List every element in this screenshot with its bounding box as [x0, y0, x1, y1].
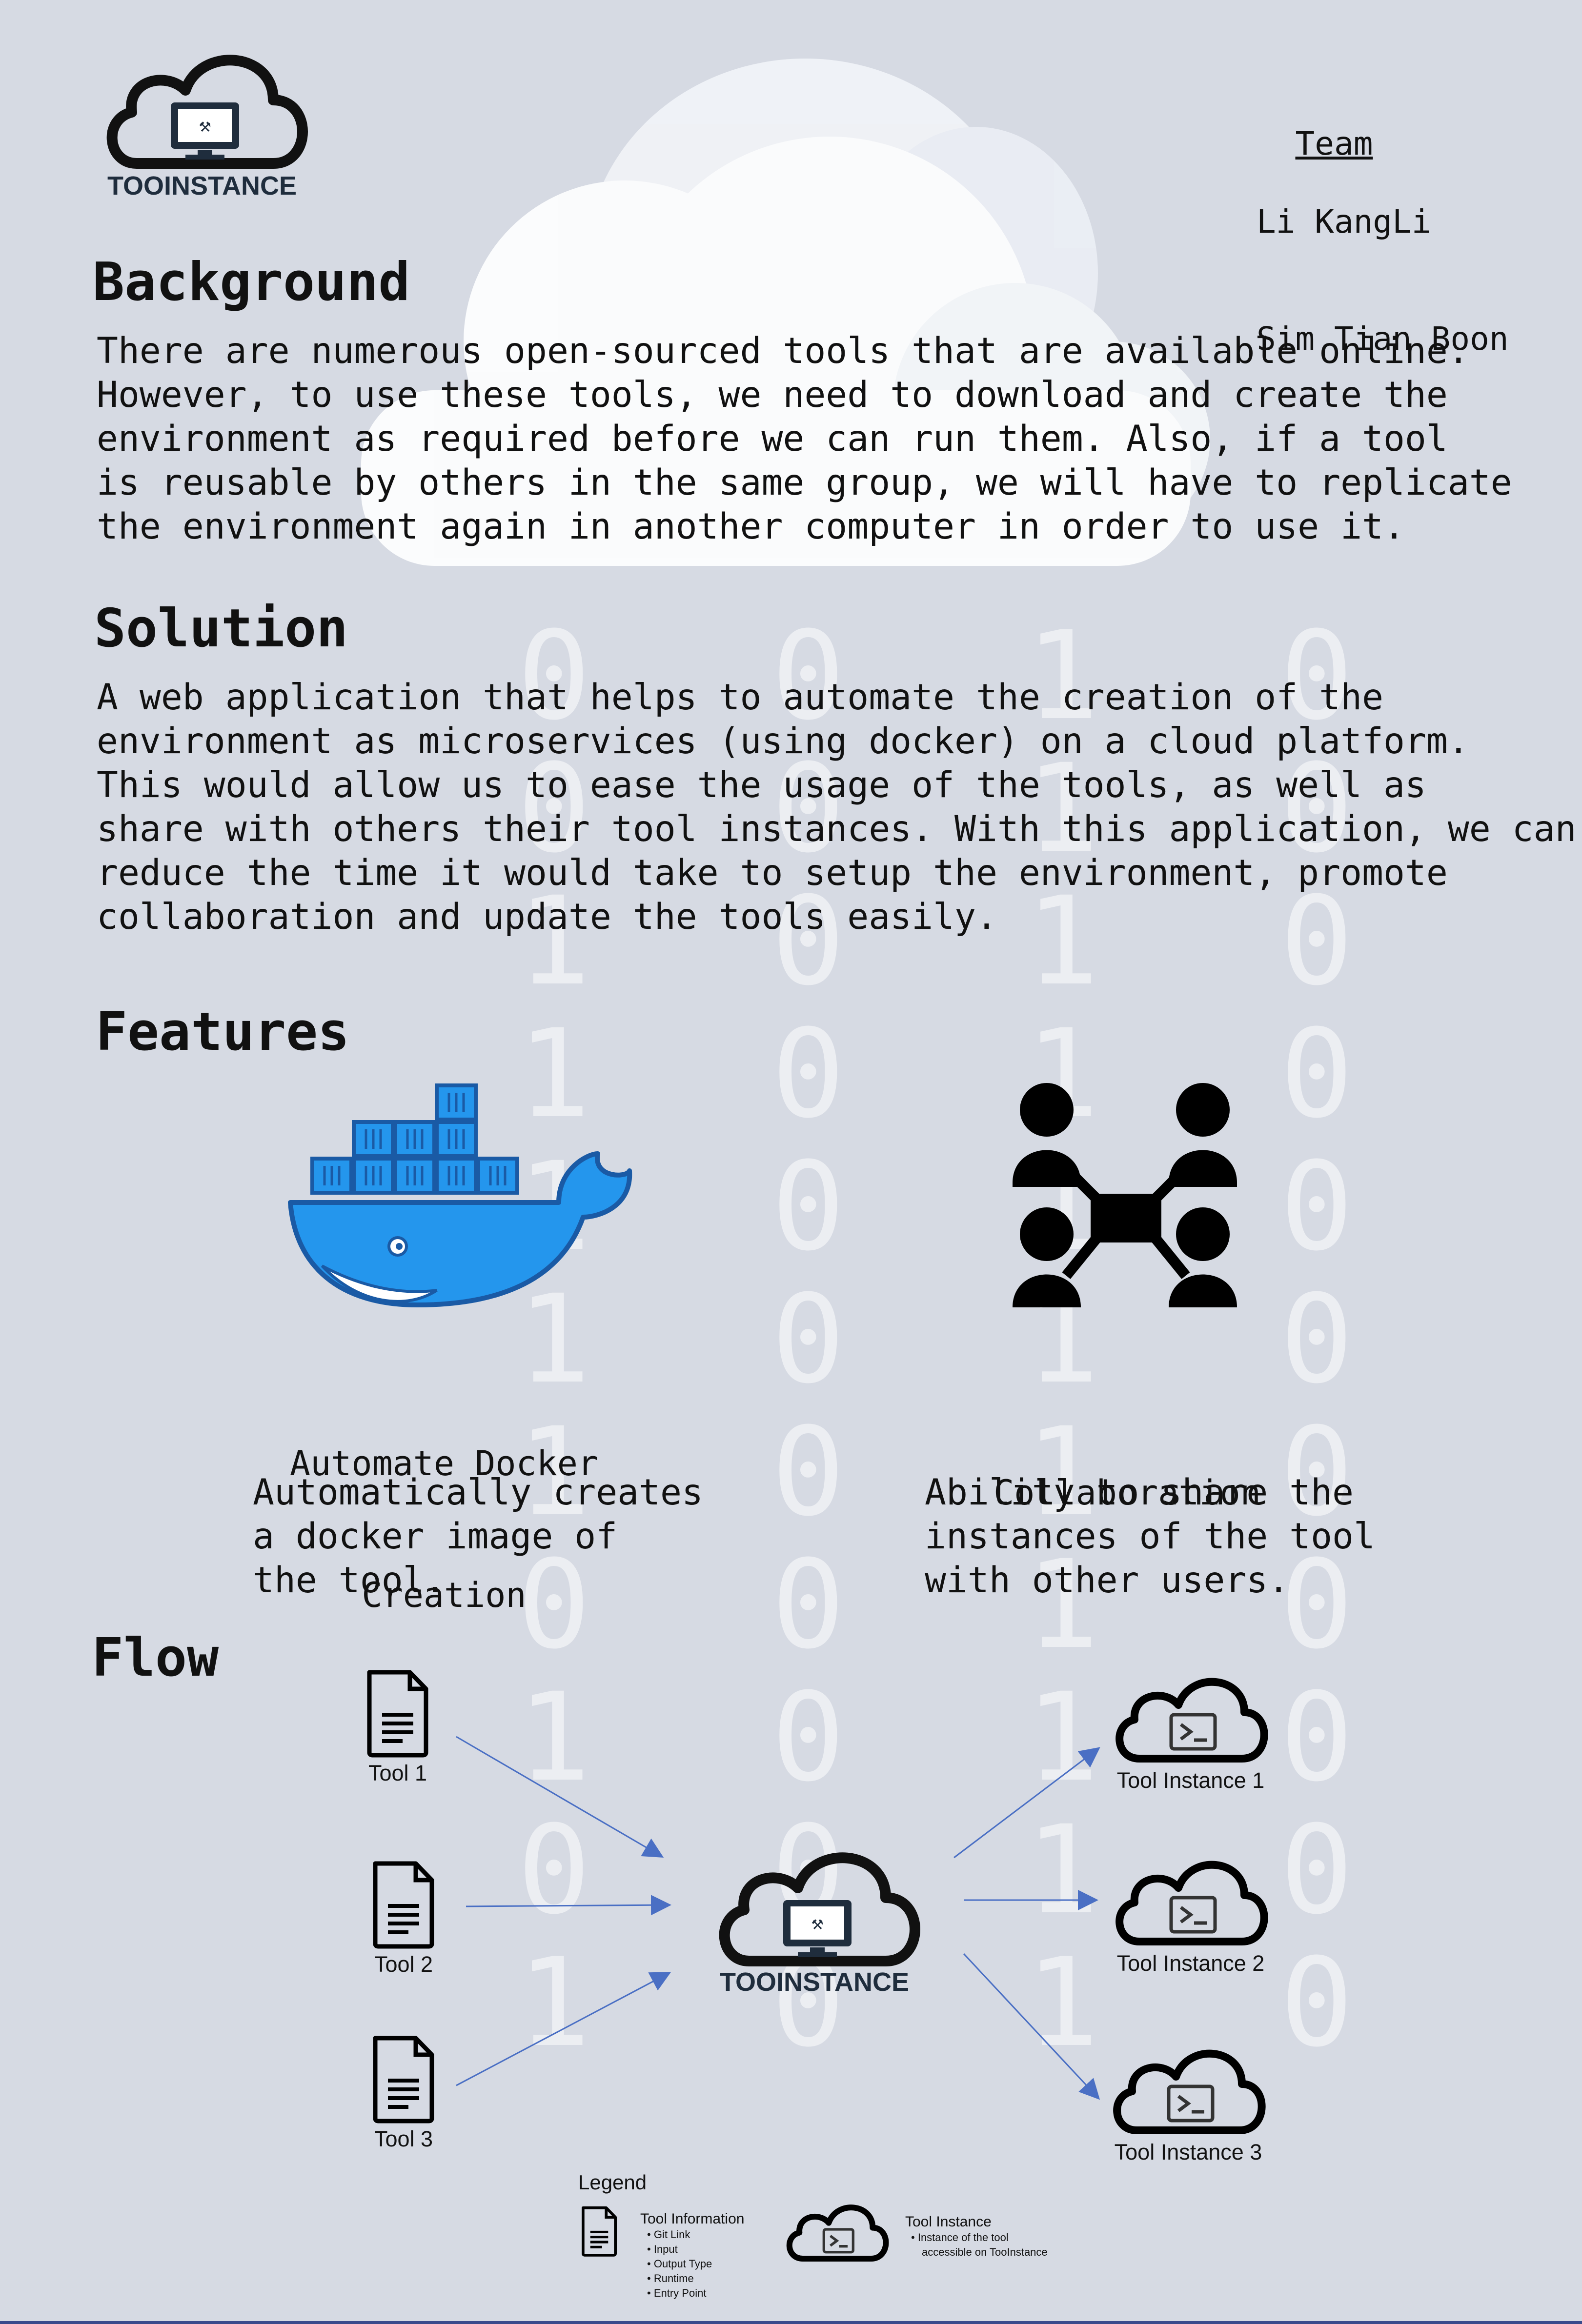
legend-tool-instance: Tool Instance • Instance of the tool acc…: [905, 2214, 1048, 2260]
instance-label: Tool Instance 1: [1116, 1768, 1265, 1793]
feature-desc-line: Ability to share the: [925, 1472, 1354, 1513]
legend-bullet: • Entry Point: [647, 2287, 707, 2299]
paragraph-line: There are numerous open-sourced tools th…: [97, 330, 1469, 372]
cloud-logo-icon: ⚒: [106, 55, 308, 169]
feature-title-line: Automate Docker: [289, 1443, 599, 1483]
instance-label: Tool Instance 2: [1116, 1951, 1265, 1976]
arrow-center-to-instance3: [963, 1953, 1100, 2100]
document-icon: [373, 1861, 434, 1949]
features-heading: Features: [96, 1002, 350, 1062]
feature-desc-line: a docker image of: [253, 1516, 618, 1557]
flow-instance-3: Tool Instance 3: [1105, 2035, 1271, 2165]
background-heading: Background: [93, 252, 410, 313]
cloud-terminal-icon: [1116, 1861, 1268, 1945]
team-member: Sim Tian Boon: [1257, 320, 1509, 358]
legend-tool-info-title: Tool Information: [640, 2211, 745, 2227]
legend-item: Runtime: [653, 2272, 694, 2284]
paragraph-line: environment as required before we can ru…: [97, 418, 1448, 460]
paragraph-line: collaboration and update the tools easil…: [97, 896, 997, 938]
team-member: Li KangLi: [1257, 203, 1431, 240]
arrow-tool2-to-center: [466, 1895, 671, 1916]
feature-desc-line: Automatically creates: [253, 1472, 703, 1513]
legend-tool-instance-title: Tool Instance: [905, 2214, 992, 2230]
legend-item: Instance of the tool: [917, 2231, 1009, 2244]
collaboration-network-icon: [1013, 1083, 1237, 1307]
tooinstance-logo: ⚒ TOOINSTANCE: [98, 37, 312, 202]
flow-instance-2: Tool Instance 2: [1108, 1846, 1274, 1976]
svg-text:⚒: ⚒: [199, 114, 211, 137]
flow-heading: Flow: [92, 1627, 219, 1688]
paragraph-line: environment as microservices (using dock…: [97, 721, 1469, 762]
legend-bullet: • Runtime: [647, 2272, 694, 2284]
arrow-center-to-instance1: [953, 1747, 1100, 1859]
legend-bullet: • Instance of the tool: [911, 2231, 1009, 2244]
document-icon: [373, 2036, 434, 2124]
tool-label: Tool 3: [374, 2126, 433, 2151]
solution-heading: Solution: [94, 598, 348, 659]
paragraph-line: However, to use these tools, we need to …: [97, 374, 1448, 416]
paragraph-line: A web application that helps to automate…: [97, 677, 1383, 718]
legend-bullet: • Git Link: [647, 2228, 690, 2241]
flow-tool-2: Tool 2: [365, 1860, 443, 1977]
flow-instance-1: Tool Instance 1: [1108, 1663, 1274, 1793]
paragraph-line: This would allow us to ease the usage of…: [97, 764, 1426, 806]
paragraph-line: share with others their tool instances. …: [97, 808, 1577, 850]
flow-center-logo: ⚒ TOOINSTANCE: [710, 1834, 925, 2000]
feature-desc-docker: Automatically creates a docker image of …: [253, 1471, 703, 1603]
team-heading: Team: [1295, 125, 1373, 162]
feature-desc-collaboration: Ability to share the instances of the to…: [925, 1471, 1375, 1603]
legend-title: Legend: [578, 2171, 647, 2194]
document-icon: [367, 1670, 428, 1758]
arrow-tool3-to-center: [456, 1972, 671, 2086]
svg-text:⚒: ⚒: [811, 1912, 823, 1934]
legend-item: Output Type: [653, 2258, 712, 2270]
background-cloud: [361, 59, 1210, 566]
legend-document-icon: [582, 2206, 617, 2257]
tool-label: Tool 1: [368, 1761, 427, 1785]
bottom-border: [0, 2321, 1582, 2324]
feature-title-docker: Automate Docker Creation: [264, 1354, 625, 1661]
feature-desc-line: instances of the tool: [925, 1516, 1375, 1557]
flow-tool-3: Tool 3: [365, 2034, 443, 2152]
legend-bullet: accessible on TooInstance: [911, 2245, 1048, 2260]
legend-item: accessible on TooInstance: [922, 2246, 1048, 2258]
legend-bullet: • Input: [647, 2243, 678, 2255]
instance-label: Tool Instance 3: [1114, 2140, 1262, 2164]
cloud-terminal-icon: [1113, 2049, 1266, 2134]
paragraph-line: is reusable by others in the same group,…: [97, 462, 1512, 503]
feature-title-line: Creation: [362, 1575, 527, 1615]
docker-whale-icon: [288, 1083, 632, 1307]
team-block: Team Li KangLi Sim Tian Boon: [1257, 85, 1509, 398]
legend-cloud-terminal-icon: [786, 2204, 889, 2262]
paragraph-line: reduce the time it would take to setup t…: [97, 852, 1448, 894]
legend-item: Git Link: [653, 2228, 690, 2241]
feature-desc-line: with other users.: [925, 1560, 1290, 1601]
feature-desc-line: the tool.: [253, 1560, 446, 1601]
paragraph-line: the environment again in another compute…: [97, 506, 1405, 547]
legend-tool-info: Tool Information • Git Link • Input • Ou…: [640, 2211, 744, 2301]
background-paragraph: There are numerous open-sourced tools th…: [97, 329, 1512, 549]
feature-title-collaboration: Collaboration: [952, 1383, 1303, 1559]
arrow-tool1-to-center: [456, 1736, 664, 1858]
cloud-logo-icon: ⚒: [719, 1852, 920, 1966]
solution-paragraph: A web application that helps to automate…: [97, 676, 1577, 939]
cloud-terminal-icon: [1116, 1678, 1268, 1763]
feature-title-line: Collaboration: [994, 1473, 1261, 1513]
center-logo-text: TOOINSTANCE: [720, 1967, 910, 1997]
tool-label: Tool 2: [374, 1952, 433, 1977]
legend-item: Input: [653, 2243, 678, 2255]
logo-text: TOOINSTANCE: [107, 171, 297, 200]
flow-tool-1: Tool 1: [359, 1668, 437, 1786]
legend-item: Entry Point: [653, 2287, 707, 2299]
legend-bullet: • Output Type: [647, 2258, 712, 2270]
